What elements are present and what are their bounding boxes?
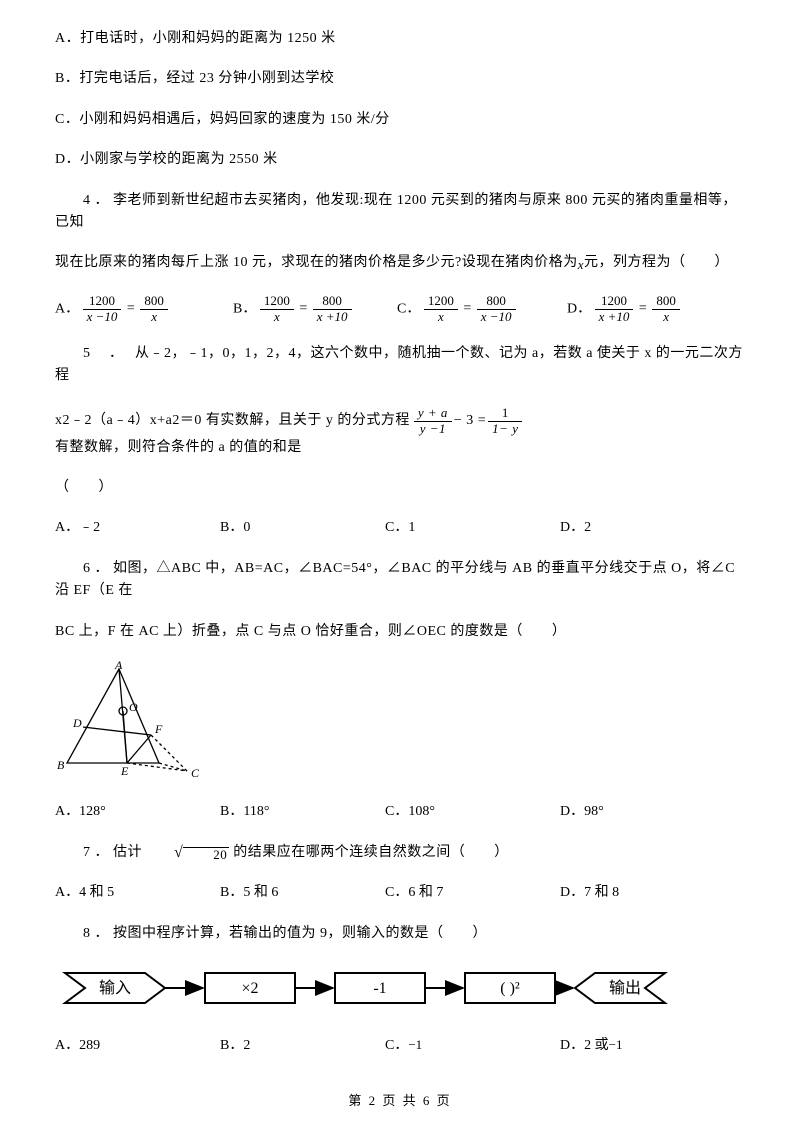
q7-options: A．4 和 5 B．5 和 6 C．6 和 7 D．7 和 8 xyxy=(55,882,745,904)
svg-text:A: A xyxy=(114,661,123,672)
q7-opt-c: C．6 和 7 xyxy=(385,882,560,904)
q8-options: A．289 B．2 C．−1 D．2 或−1 xyxy=(55,1035,745,1057)
opt-d: D．小刚家与学校的距离为 2550 米 xyxy=(55,149,745,171)
eq-icon: = xyxy=(127,298,135,320)
opt-b: B．打完电话后，经过 23 分钟小刚到达学校 xyxy=(55,68,745,90)
q4-opt-b: B． 1200x = 800x +10 xyxy=(233,294,397,325)
svg-text:B: B xyxy=(57,758,65,772)
q7-opt-b: B．5 和 6 xyxy=(220,882,385,904)
q8-text: 8 ． 按图中程序计算，若输出的值为 9，则输入的数是（ ） xyxy=(55,923,745,945)
q4b-f1: 1200x xyxy=(260,294,294,325)
q4-opt-a: A． 1200x −10 = 800x xyxy=(55,294,233,325)
q8-opt-c: C．−1 xyxy=(385,1035,560,1057)
q8-opt-a: A．289 xyxy=(55,1035,220,1057)
q6-text-1: 6 ． 如图，△ABC 中，AB=AC，∠BAC=54°，∠BAC 的平分线与 … xyxy=(55,558,745,603)
sqrt-icon: √20 xyxy=(146,845,229,861)
q6-opt-d: D．98° xyxy=(560,801,604,823)
q5-options: A．﹣2 B．0 C．1 D．2 xyxy=(55,517,745,539)
q4-text-1: 4 ． 李老师到新世纪超市去买猪肉，他发现:现在 1200 元买到的猪肉与原来 … xyxy=(55,190,745,235)
q4-opt-d: D． 1200x +10 = 800x xyxy=(567,294,680,325)
q6-text-2: BC 上，F 在 AC 上）折叠，点 C 与点 O 恰好重合，则∠OEC 的度数… xyxy=(55,621,745,643)
q5-opt-b: B．0 xyxy=(220,517,385,539)
q5-text-3: （ ） xyxy=(55,477,745,499)
q4d-label: D． xyxy=(567,302,591,317)
q5-equation: y + ay −1 − 3 = 11− y xyxy=(414,406,523,437)
eq-icon: = xyxy=(299,298,307,320)
q5-opt-a: A．﹣2 xyxy=(55,517,220,539)
q5-text-1: 5 ． 从﹣2，﹣1，0，1，2，4，这六个数中，随机抽一个数、记为 a，若数 … xyxy=(55,343,745,388)
q4a-f2: 800x xyxy=(140,294,168,325)
q5-opt-d: D．2 xyxy=(560,517,591,539)
q7-b: 的结果应在哪两个连续自然数之间（ ） xyxy=(233,845,509,860)
q5-text-2: x2﹣2（a﹣4）x+a2＝0 有实数解，且关于 y 的分式方程 y + ay … xyxy=(55,406,745,459)
q5-opt-c: C．1 xyxy=(385,517,560,539)
svg-text:-1: -1 xyxy=(373,980,386,997)
q8-opt-b: B．2 xyxy=(220,1035,385,1057)
opt-a: A．打电话时，小刚和妈妈的距离为 1250 米 xyxy=(55,28,745,50)
q4-t2a: 现在比原来的猪肉每斤上涨 10 元，求现在的猪肉价格是多少元?设现在猪肉价格为 xyxy=(55,255,578,270)
q4c-label: C． xyxy=(397,302,420,317)
q7-text: 7 ． 估计 √20 的结果应在哪两个连续自然数之间（ ） xyxy=(55,842,745,864)
q4-t2b: 元，列方程为（ ） xyxy=(584,255,729,270)
eq-icon: = xyxy=(463,298,471,320)
q8-flowchart: 输入 ×2 -1 ( )² 输出 xyxy=(55,963,745,1021)
q4-opt-c: C． 1200x = 800x −10 xyxy=(397,294,567,325)
q6-options: A．128° B．118° C．108° D．98° xyxy=(55,801,745,823)
q6-opt-c: C．108° xyxy=(385,801,560,823)
page-footer: 第 2 页 共 6 页 xyxy=(0,1091,800,1112)
svg-text:×2: ×2 xyxy=(241,980,258,997)
q6-opt-a: A．128° xyxy=(55,801,220,823)
q4c-f2: 800x −10 xyxy=(477,294,516,325)
q4a-f1: 1200x −10 xyxy=(83,294,122,325)
svg-text:F: F xyxy=(154,722,163,736)
q4d-f2: 800x xyxy=(652,294,680,325)
q4d-f1: 1200x +10 xyxy=(595,294,634,325)
eq-icon: = xyxy=(639,298,647,320)
svg-text:O: O xyxy=(129,700,138,714)
svg-text:C: C xyxy=(191,766,200,780)
q7-opt-d: D．7 和 8 xyxy=(560,882,619,904)
svg-text:E: E xyxy=(120,764,129,778)
q4a-label: A． xyxy=(55,302,79,317)
q4b-label: B． xyxy=(233,302,256,317)
q4c-f1: 1200x xyxy=(424,294,458,325)
q5-t2a: x2﹣2（a﹣4）x+a2＝0 有实数解，且关于 y 的分式方程 xyxy=(55,410,410,432)
svg-text:( )²: ( )² xyxy=(500,980,520,997)
q6-figure: A B C D E F O xyxy=(51,661,745,789)
q4-text-2: 现在比原来的猪肉每斤上涨 10 元，求现在的猪肉价格是多少元?设现在猪肉价格为x… xyxy=(55,252,745,276)
opt-c: C．小刚和妈妈相遇后，妈妈回家的速度为 150 米/分 xyxy=(55,109,745,131)
svg-text:输出: 输出 xyxy=(609,979,641,997)
q7-a: 7 ． 估计 xyxy=(83,845,142,860)
q8-opt-d: D．2 或−1 xyxy=(560,1035,622,1057)
svg-text:D: D xyxy=(72,716,82,730)
q5-mid: − 3 = xyxy=(454,410,486,432)
q7-opt-a: A．4 和 5 xyxy=(55,882,220,904)
q5-t2b: 有整数解，则符合条件的 a 的值的和是 xyxy=(55,437,302,459)
q4-options: A． 1200x −10 = 800x B． 1200x = 800x +10 … xyxy=(55,294,745,325)
q6-opt-b: B．118° xyxy=(220,801,385,823)
q4b-f2: 800x +10 xyxy=(313,294,352,325)
svg-text:输入: 输入 xyxy=(99,979,131,997)
